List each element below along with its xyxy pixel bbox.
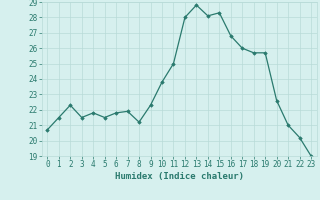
X-axis label: Humidex (Indice chaleur): Humidex (Indice chaleur) — [115, 172, 244, 181]
